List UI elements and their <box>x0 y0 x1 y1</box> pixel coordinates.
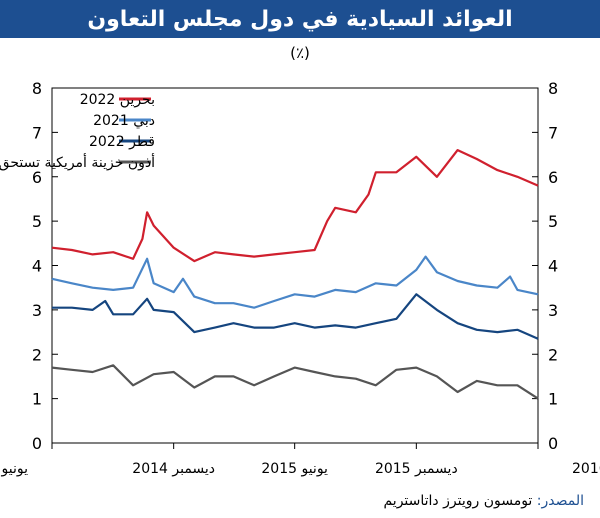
chart-title: العوائد السيادية في دول مجلس التعاون <box>0 0 600 38</box>
y-tick-label-right: 3 <box>548 301 558 320</box>
y-tick-label-left: 0 <box>32 434 42 453</box>
x-tick-label: يونيو 2016 <box>572 461 600 477</box>
series-line-2 <box>51 255 539 309</box>
legend-label-2: دبي 2021 <box>93 113 155 129</box>
y-tick-label-right: 8 <box>548 79 558 98</box>
y-tick-label-left: 5 <box>32 212 42 231</box>
y-tick-label-right: 4 <box>548 257 558 276</box>
y-tick-label-right: 1 <box>548 390 558 409</box>
source-text: تومسون رويترز داتاستريم <box>383 493 533 509</box>
unit-label: (٪) <box>290 44 310 62</box>
y-tick-label-left: 1 <box>32 390 42 409</box>
legend: بحرين 2022 دبي 2021 قطر 2022 أذون خزينة أمر… <box>0 92 155 171</box>
series-line-1 <box>51 149 539 263</box>
y-tick-label-left: 3 <box>32 301 42 320</box>
series-line-3 <box>52 293 539 340</box>
y-tick-label-right: 7 <box>548 123 558 142</box>
x-tick-label: ديسمبر 2014 <box>132 461 215 477</box>
series-line-4 <box>51 364 539 400</box>
chart-area: (٪) 0 0 1 1 2 2 3 3 4 4 5 5 6 6 7 7 8 8 يونيو 2014 ديسمبر 2… <box>0 44 600 477</box>
y-tick-label-right: 0 <box>548 434 558 453</box>
y-tick-label-left: 6 <box>32 168 42 187</box>
legend-label-4: أذون خزينة أمريكية تستحق بعد 5 سنين <box>0 153 155 171</box>
y-tick-label-left: 2 <box>32 345 42 364</box>
x-tick-label: يونيو 2015 <box>261 461 328 477</box>
y-tick-label-right: 6 <box>548 168 558 187</box>
x-tick-label: يونيو 2014 <box>0 461 28 477</box>
x-tick-label: ديسمبر 2015 <box>375 461 458 477</box>
y-tick-label-right: 5 <box>548 212 558 231</box>
y-tick-label-left: 8 <box>32 79 42 98</box>
legend-label-3: قطر 2022 <box>89 134 155 150</box>
y-tick-label-left: 7 <box>32 123 42 142</box>
source-line: المصدر: تومسون رويترز داتاستريم <box>383 493 584 509</box>
y-tick-label-right: 2 <box>548 345 558 364</box>
y-tick-label-left: 4 <box>32 257 42 276</box>
legend-label-1: بحرين 2022 <box>80 92 155 108</box>
source-label: المصدر: <box>536 493 584 509</box>
